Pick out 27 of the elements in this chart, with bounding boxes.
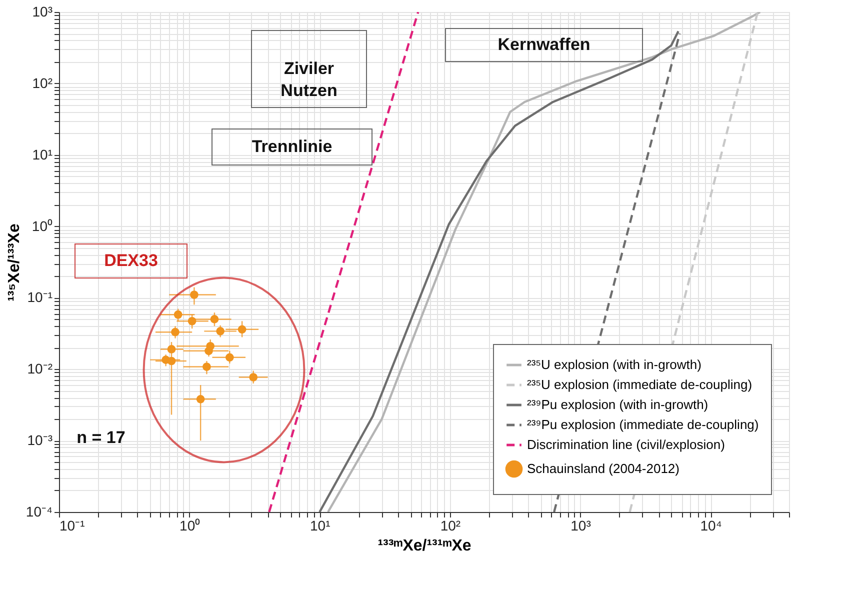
x-axis-title: ¹³³ᵐXe/¹³¹ᵐXe	[378, 538, 472, 554]
x-tick-label: 10⁰	[180, 518, 200, 534]
annotation: Ziviler Nutzen	[280, 59, 338, 100]
x-tick-label: 10¹	[310, 518, 331, 534]
annotation: DEX33	[104, 251, 158, 270]
y-tick-label: 10⁻¹	[27, 289, 53, 306]
legend-label: ²³⁵U explosion (with in-growth)	[527, 357, 702, 372]
x-tick-label: 10⁻¹	[60, 518, 86, 534]
y-tick-label: 10²	[32, 74, 53, 91]
y-tick-label: 10¹	[32, 146, 53, 162]
y-tick-label: 10⁻⁴	[26, 504, 52, 520]
x-tick-label: 10²	[440, 518, 461, 534]
annotation: Trennlinie	[252, 137, 332, 156]
x-tick-label: 10³	[570, 518, 592, 534]
y-tick-label: 10⁻²	[27, 360, 53, 377]
legend-label: ²³⁵U explosion (immediate de-coupling)	[527, 377, 752, 392]
y-tick-label: 10⁰	[32, 218, 52, 234]
legend-label: Schauinsland (2004-2012)	[527, 461, 680, 476]
y-axis-title: ¹³⁵Xe/¹³³Xe	[6, 224, 23, 302]
x-tick-label: 10⁴	[700, 518, 722, 534]
legend-label: ²³⁹Pu explosion (with in-growth)	[527, 397, 708, 412]
annotation: n = 17	[76, 428, 126, 447]
y-tick-label: 10⁻³	[27, 432, 53, 448]
y-tick-label: 10³	[32, 4, 53, 20]
legend-label: ²³⁹Pu explosion (immediate de-coupling)	[527, 417, 759, 432]
legend-label: Discrimination line (civil/explosion)	[527, 437, 725, 452]
annotation: Kernwaffen	[498, 35, 590, 54]
